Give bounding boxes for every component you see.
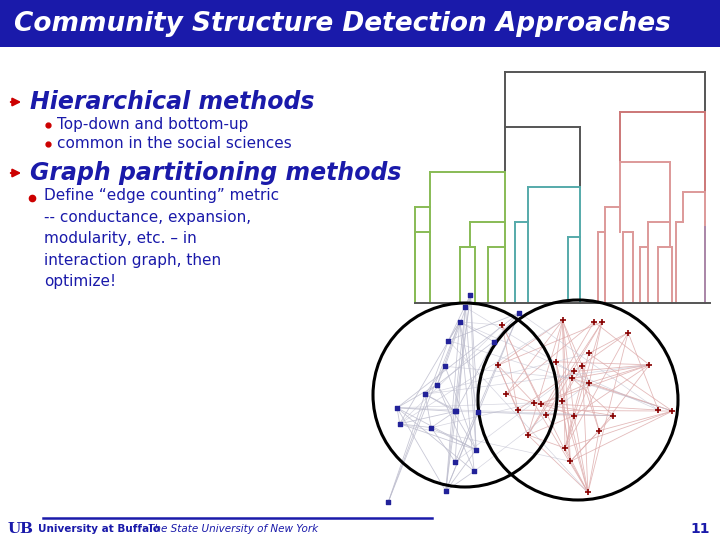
Point xyxy=(470,446,482,454)
FancyBboxPatch shape xyxy=(0,0,720,47)
Text: B: B xyxy=(19,522,32,536)
Point xyxy=(593,427,605,435)
Point xyxy=(583,379,595,387)
Text: Top-down and bottom-up: Top-down and bottom-up xyxy=(57,118,248,132)
Point xyxy=(667,407,678,415)
Point xyxy=(556,396,567,405)
Point xyxy=(443,336,454,345)
Point xyxy=(550,357,562,366)
Point xyxy=(500,390,512,399)
Point xyxy=(622,328,634,337)
Point xyxy=(459,303,471,312)
Point xyxy=(512,406,523,415)
Text: Define “edge counting” metric
-- conductance, expansion,
modularity, etc. – in
i: Define “edge counting” metric -- conduct… xyxy=(44,188,279,289)
Point xyxy=(588,318,600,326)
Point xyxy=(522,431,534,440)
Point xyxy=(608,411,619,420)
Point xyxy=(557,316,568,325)
Point xyxy=(528,399,540,407)
Point xyxy=(596,318,608,327)
Point xyxy=(382,497,394,506)
Point xyxy=(583,349,595,358)
Point xyxy=(431,380,443,389)
Point xyxy=(391,403,402,412)
Point xyxy=(644,361,655,369)
Point xyxy=(652,406,664,414)
Point xyxy=(535,400,546,408)
Point xyxy=(568,367,580,376)
Point xyxy=(497,321,508,329)
Point xyxy=(419,390,431,399)
Point xyxy=(488,338,500,346)
Point xyxy=(513,308,525,317)
Point xyxy=(394,420,405,428)
Point xyxy=(564,457,576,465)
Point xyxy=(541,410,552,419)
Point xyxy=(454,318,465,326)
Point xyxy=(464,291,476,299)
Text: 11: 11 xyxy=(690,522,710,536)
Text: Graph partitioning methods: Graph partitioning methods xyxy=(30,161,402,185)
Point xyxy=(469,467,480,476)
Point xyxy=(577,362,588,370)
Point xyxy=(426,423,437,432)
Text: Community Structure Detection Approaches: Community Structure Detection Approaches xyxy=(14,11,671,37)
Point xyxy=(439,362,451,370)
Point xyxy=(440,487,451,495)
Point xyxy=(568,411,580,420)
Point xyxy=(451,406,462,415)
Point xyxy=(492,361,504,369)
Text: Hierarchical methods: Hierarchical methods xyxy=(30,90,315,114)
Text: University at Buffalo: University at Buffalo xyxy=(38,524,160,534)
Point xyxy=(449,407,461,416)
Point xyxy=(567,374,578,383)
Point xyxy=(582,488,594,497)
Point xyxy=(559,444,571,453)
Text: common in the social sciences: common in the social sciences xyxy=(57,137,292,152)
Point xyxy=(472,408,484,416)
Text: The State University of New York: The State University of New York xyxy=(148,524,318,534)
Text: U: U xyxy=(8,522,22,536)
Point xyxy=(449,457,461,466)
